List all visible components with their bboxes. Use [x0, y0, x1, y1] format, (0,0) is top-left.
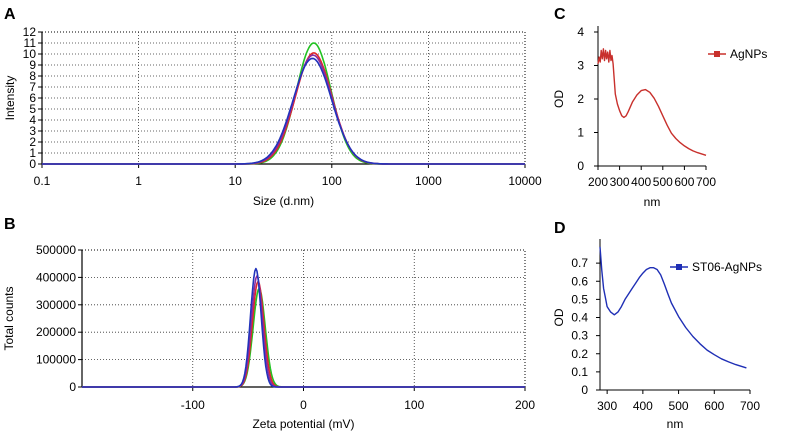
series-line	[42, 57, 525, 165]
x-tick-label: -100	[181, 398, 205, 412]
y-tick-label: 4	[577, 25, 584, 39]
x-tick-label: 10	[229, 174, 243, 188]
x-axis-title: nm	[644, 195, 661, 209]
y-tick-label: 300000	[36, 298, 76, 312]
x-tick-label: 0	[300, 398, 307, 412]
legend-marker	[714, 51, 720, 57]
panel-label-c: C	[554, 6, 566, 23]
panel-label-d: D	[554, 220, 566, 237]
x-tick-label: 300	[610, 175, 630, 189]
legend-label: AgNPs	[730, 47, 767, 61]
x-axis-title: nm	[667, 417, 684, 431]
x-tick-label: 0.1	[34, 174, 51, 188]
y-tick-label: 7	[29, 80, 36, 94]
y-tick-label: 10	[23, 47, 37, 61]
x-tick-label: 1000	[415, 174, 442, 188]
x-tick-label: 200	[588, 175, 608, 189]
y-tick-label: 2	[577, 92, 584, 106]
y-tick-label: 2	[29, 135, 36, 149]
x-tick-label: 700	[696, 175, 716, 189]
x-tick-label: 300	[597, 399, 617, 413]
series-line	[599, 246, 747, 369]
y-tick-label: 9	[29, 58, 36, 72]
y-tick-label: 100000	[36, 353, 76, 367]
series-line	[597, 48, 707, 156]
y-tick-label: 12	[23, 25, 37, 39]
y-tick-label: 0	[581, 383, 588, 397]
y-tick-label: 11	[24, 36, 37, 50]
x-tick-label: 100	[404, 398, 424, 412]
chart-d: 300 400 500 600 700 0 0.1 0.2 0.3 0.4 0.5 0.6 0.7 nm O…	[552, 239, 762, 431]
panel-label-a: A	[4, 6, 16, 23]
plot-frame	[81, 249, 526, 388]
y-tick-label: 4	[29, 113, 36, 127]
series-line	[42, 54, 525, 165]
x-tick-label: 600	[704, 399, 724, 413]
legend-label: ST06-AgNPs	[692, 260, 762, 274]
y-axis-title: Total counts	[2, 286, 16, 350]
y-tick-label: 0.1	[571, 365, 588, 379]
x-tick-label: 600	[674, 175, 694, 189]
y-axis-title: OD	[552, 90, 566, 108]
y-tick-label: 1	[577, 126, 584, 140]
y-tick-label: 400000	[36, 270, 76, 284]
y-tick-label: 0	[69, 380, 76, 394]
panel-label-b: B	[4, 216, 16, 233]
y-tick-label: 0.3	[571, 329, 588, 343]
x-tick-label: 200	[515, 398, 535, 412]
x-tick-label: 10000	[508, 174, 542, 188]
y-tick-label: 0.7	[571, 256, 588, 270]
x-tick-label: 400	[633, 399, 653, 413]
y-tick-label: 5	[29, 102, 36, 116]
x-axis-title: Size (d.nm)	[253, 194, 314, 208]
x-tick-label: 1	[135, 174, 142, 188]
x-tick-label: 500	[653, 175, 673, 189]
y-axis-title: OD	[552, 308, 566, 326]
y-tick-label: 500000	[36, 243, 76, 257]
x-tick-label: 700	[740, 399, 760, 413]
y-tick-label: 1	[29, 146, 36, 160]
y-tick-label: 0	[29, 157, 36, 171]
y-tick-label: 0.6	[571, 274, 588, 288]
y-tick-label: 0.5	[571, 292, 588, 306]
series-line	[42, 52, 525, 165]
y-tick-label: 200000	[36, 325, 76, 339]
y-tick-label: 8	[29, 69, 36, 83]
chart-b: -100 0 100 200 0 100000 200000 300000 400000 5000…	[2, 243, 535, 431]
x-tick-label: 500	[669, 399, 689, 413]
y-tick-label: 3	[29, 124, 36, 138]
y-tick-label: 0.2	[571, 347, 588, 361]
x-tick-label: 100	[322, 174, 342, 188]
legend-marker	[676, 264, 682, 270]
series-line	[42, 42, 525, 165]
x-tick-label: 400	[631, 175, 651, 189]
series-line	[82, 267, 525, 388]
y-tick-label: 6	[29, 91, 36, 105]
x-axis-title: Zeta potential (mV)	[252, 417, 354, 431]
y-tick-label: 3	[577, 59, 584, 73]
chart-c: 200 300 400 500 600 700 0 1 2 3 4 nm OD AgNPs	[552, 25, 767, 209]
y-tick-label: 0	[577, 159, 584, 173]
y-axis-title: Intensity	[3, 76, 17, 121]
y-tick-label: 0.4	[571, 311, 588, 325]
